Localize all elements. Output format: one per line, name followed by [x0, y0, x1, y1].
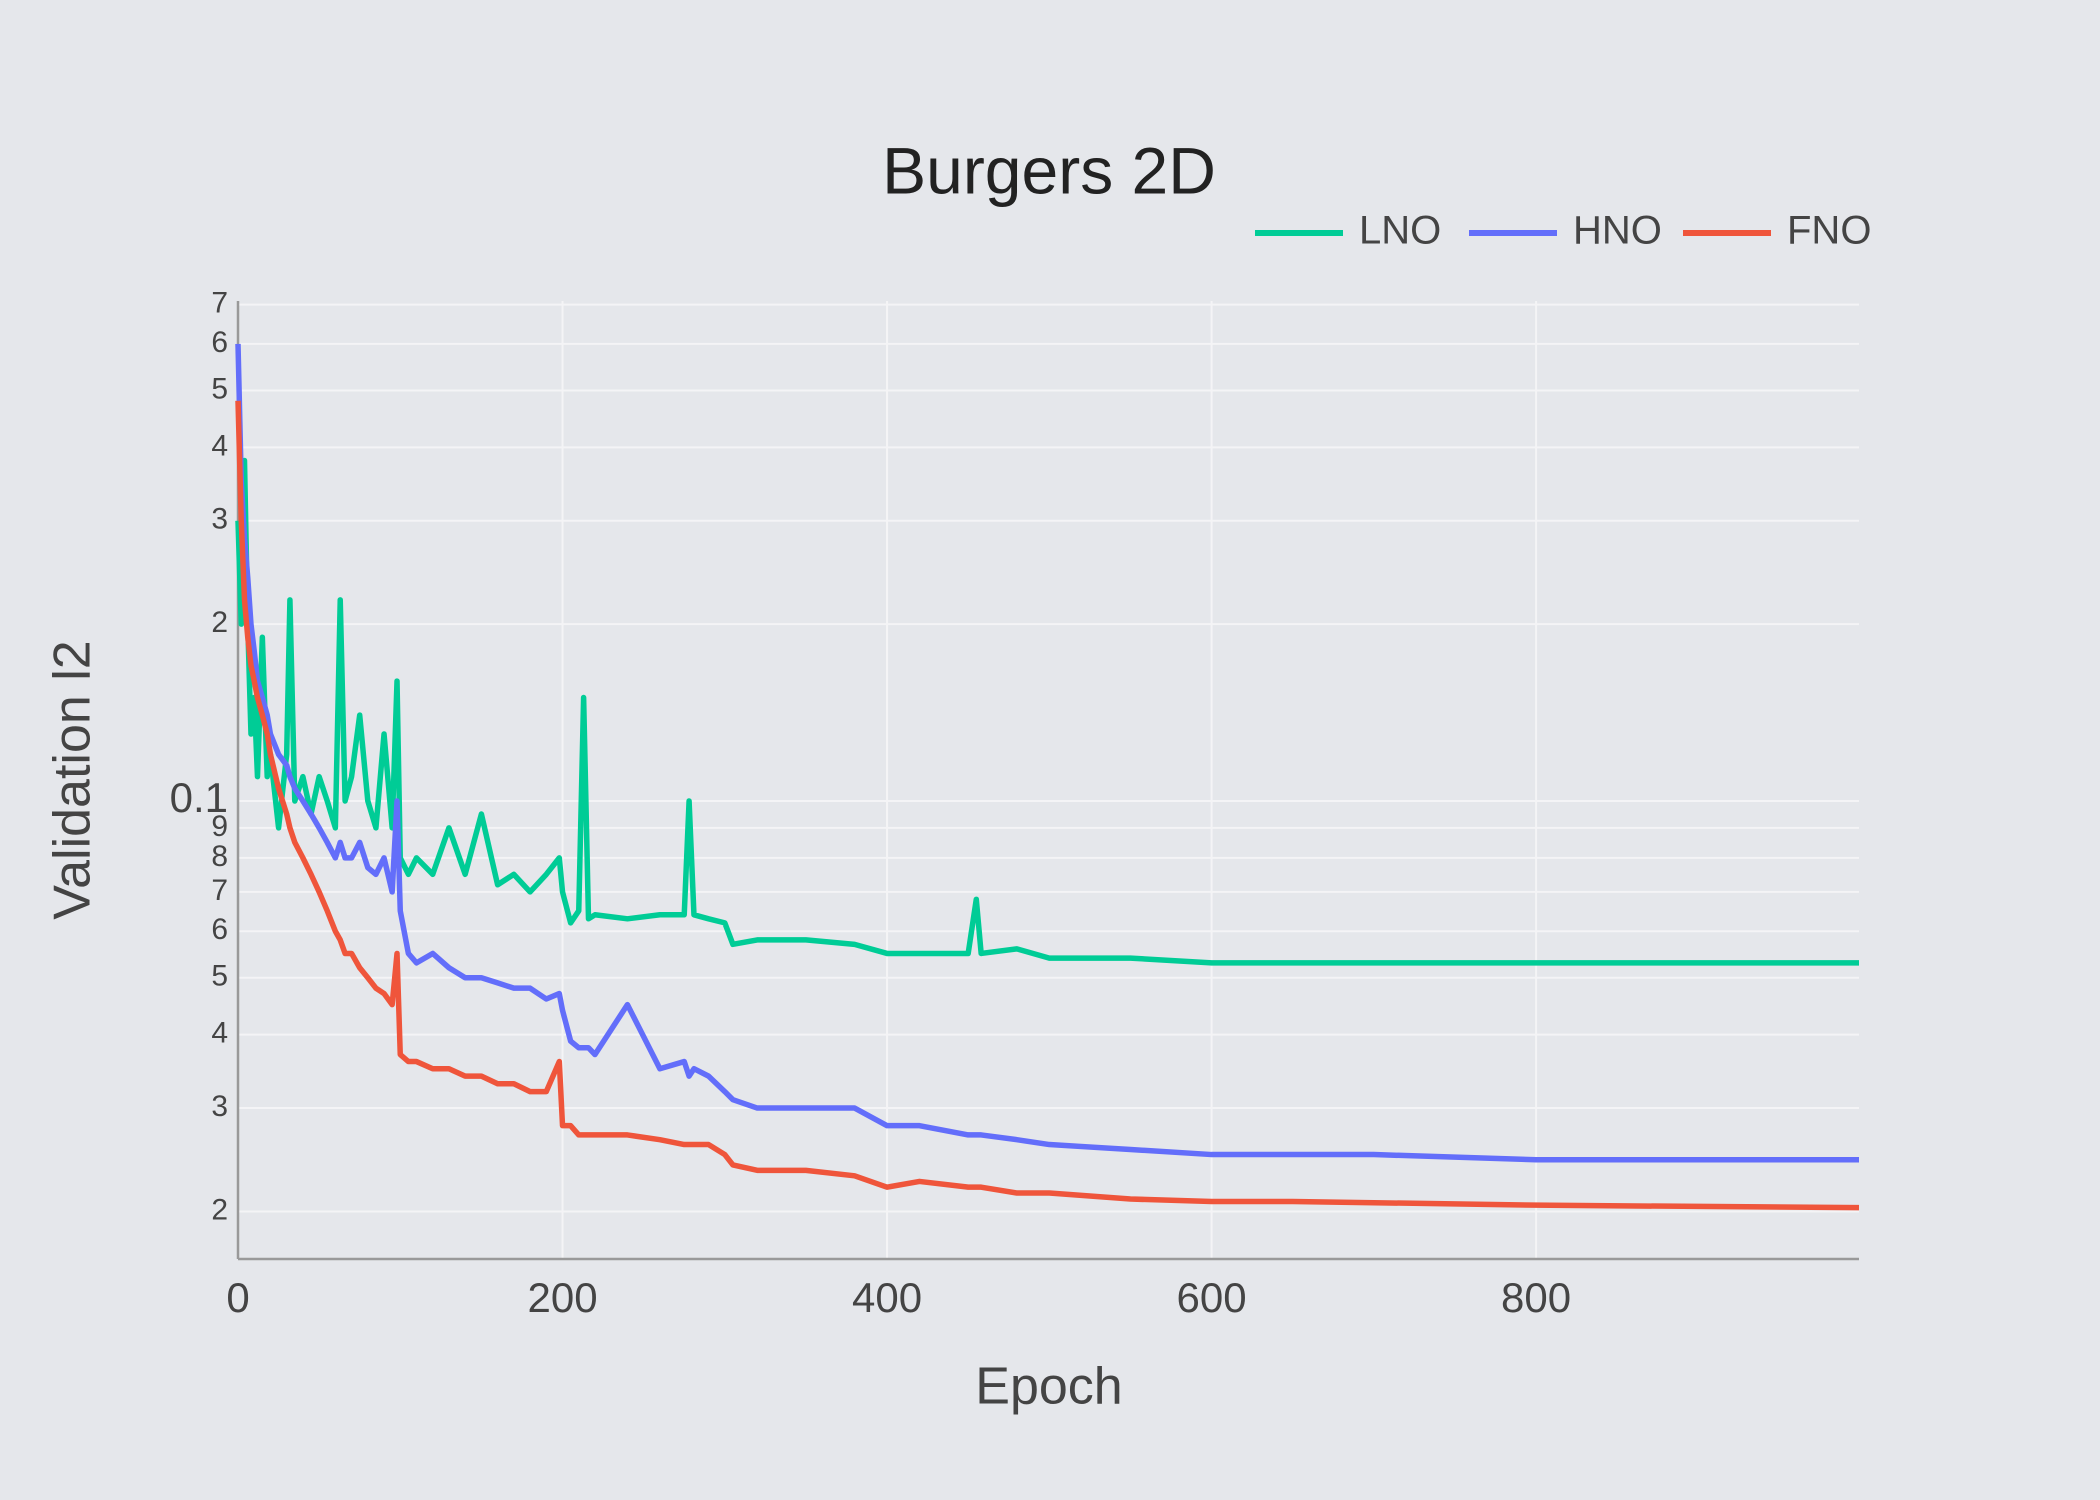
y-tick-label: 3	[211, 503, 228, 536]
x-tick-label: 600	[1177, 1274, 1247, 1321]
y-tick-label: 0.1	[170, 774, 228, 821]
y-tick-label: 8	[211, 840, 228, 873]
line-series	[235, 400, 1860, 1211]
y-tick-label: 7	[211, 874, 228, 907]
y-tick-label: 2	[211, 1193, 228, 1226]
y-tick-label: 5	[211, 960, 228, 993]
x-axis-title: Epoch	[975, 1358, 1122, 1416]
legend-label: FNO	[1787, 209, 1871, 253]
y-tick-label: 6	[211, 326, 228, 359]
chart-title: Burgers 2D	[882, 133, 1216, 207]
y-tick-label: 3	[211, 1090, 228, 1123]
y-tick-label: 7	[211, 287, 228, 320]
line-series	[235, 343, 1859, 1163]
y-tick-label: 2	[211, 606, 228, 639]
x-tick-label: 800	[1501, 1274, 1571, 1321]
y-tick-label: 4	[211, 429, 228, 462]
x-tick-label: 0	[226, 1274, 249, 1321]
y-tick-label: 5	[211, 372, 228, 405]
legend-label: LNO	[1359, 209, 1441, 253]
legend-label: HNO	[1573, 209, 1662, 253]
line-series	[235, 457, 1859, 966]
x-tick-label: 400	[852, 1274, 922, 1321]
x-tick-label: 200	[527, 1274, 597, 1321]
y-axis-title: Validation l2	[44, 640, 102, 919]
y-tick-label: 4	[211, 1017, 228, 1050]
y-tick-label: 9	[211, 810, 228, 843]
y-tick-label: 6	[211, 913, 228, 946]
